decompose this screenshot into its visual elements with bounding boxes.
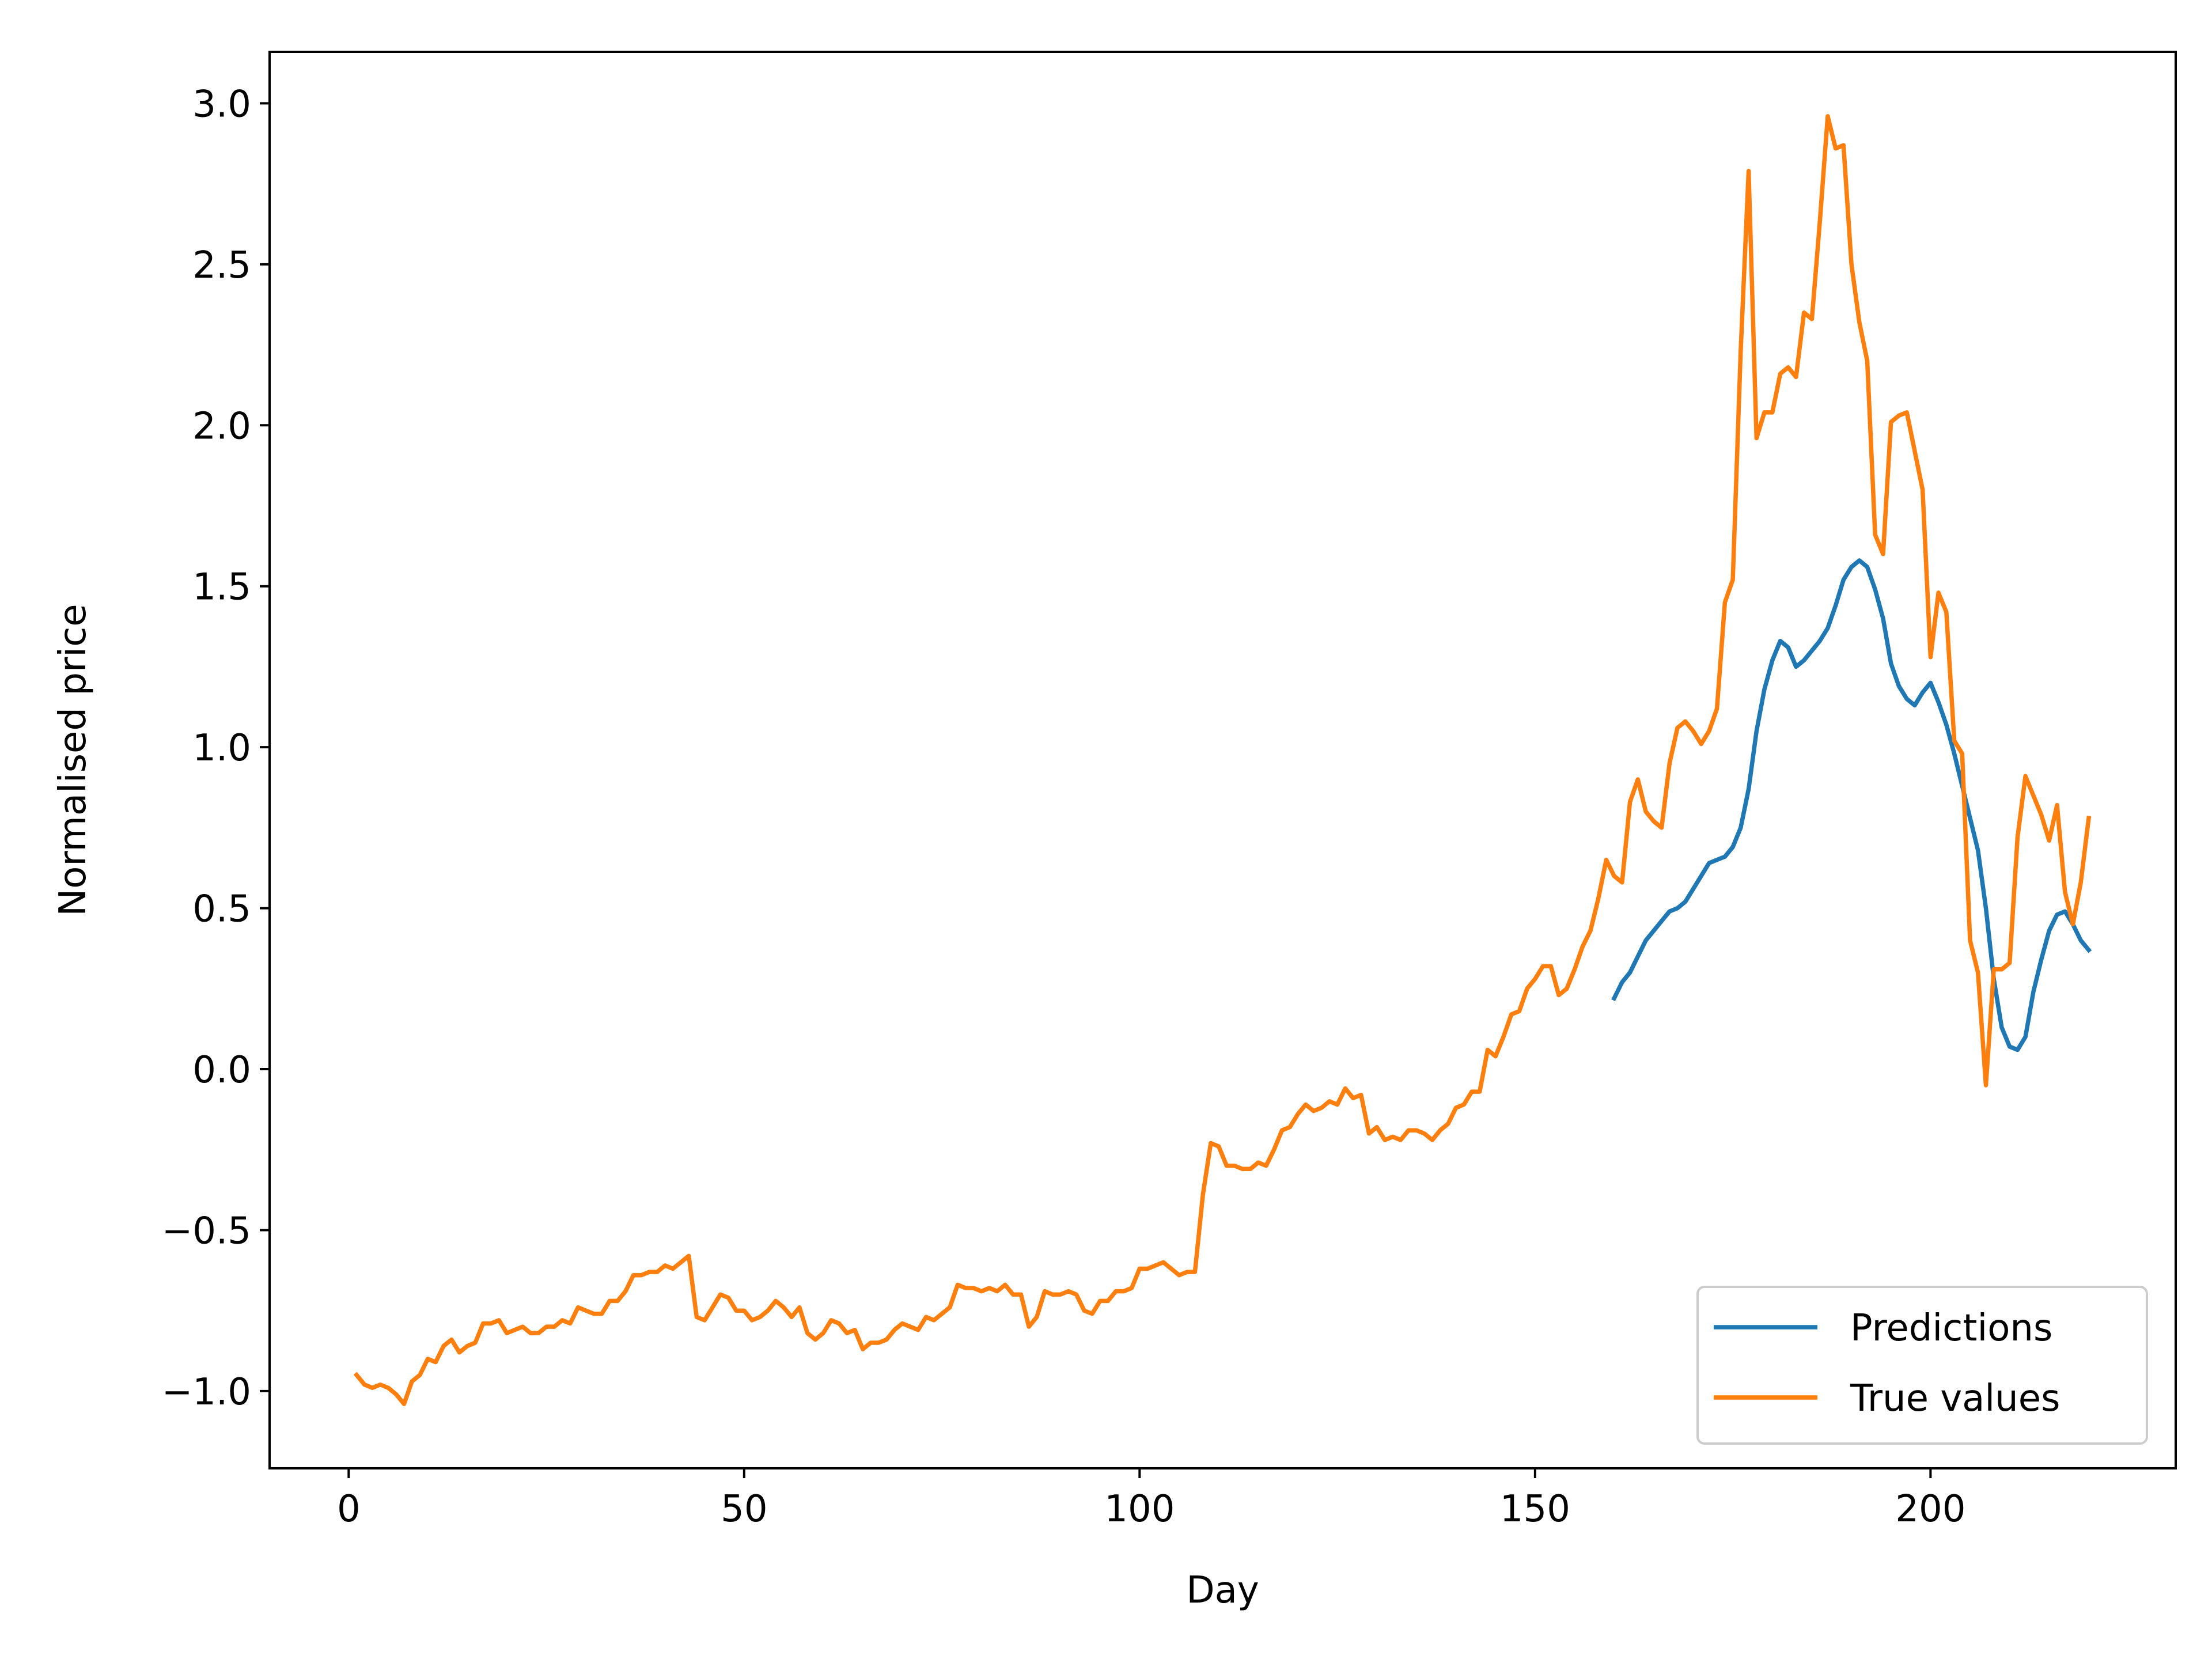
- y-tick-label: 0.5: [192, 888, 251, 931]
- series-line-predictions: [1611, 558, 2092, 1052]
- y-tick-label: 3.0: [192, 83, 251, 126]
- x-axis-ticks: 0 50 100 150 200: [337, 1468, 1965, 1531]
- x-tick-label: 200: [1895, 1488, 1965, 1531]
- y-tick-label: 2.5: [192, 244, 251, 287]
- legend-label: Predictions: [1850, 1307, 2052, 1350]
- y-tick-label: −1.0: [162, 1371, 251, 1414]
- legend-label: True values: [1850, 1377, 2060, 1420]
- series-line-true-values: [353, 114, 2092, 1406]
- y-axis-label: Normalised price: [52, 604, 94, 916]
- y-tick-label: 0.0: [192, 1049, 251, 1092]
- legend: Predictions True values: [1696, 1286, 2148, 1445]
- y-tick-label: 2.0: [192, 405, 251, 448]
- plot-frame: [268, 51, 2177, 1469]
- x-tick-label: 0: [337, 1488, 361, 1531]
- y-axis-ticks: −1.0 −0.5 0.0 0.5 1.0 1.5 2.0 2.5 3.0: [162, 83, 270, 1414]
- x-tick-label: 100: [1104, 1488, 1175, 1531]
- y-tick-label: −0.5: [162, 1210, 251, 1252]
- x-tick-label: 50: [721, 1488, 767, 1531]
- x-tick-label: 150: [1500, 1488, 1570, 1531]
- plot-area: [353, 114, 2092, 1406]
- y-tick-label: 1.0: [192, 727, 251, 770]
- y-tick-label: 1.5: [192, 566, 251, 609]
- x-axis-label: Day: [1186, 1569, 1259, 1612]
